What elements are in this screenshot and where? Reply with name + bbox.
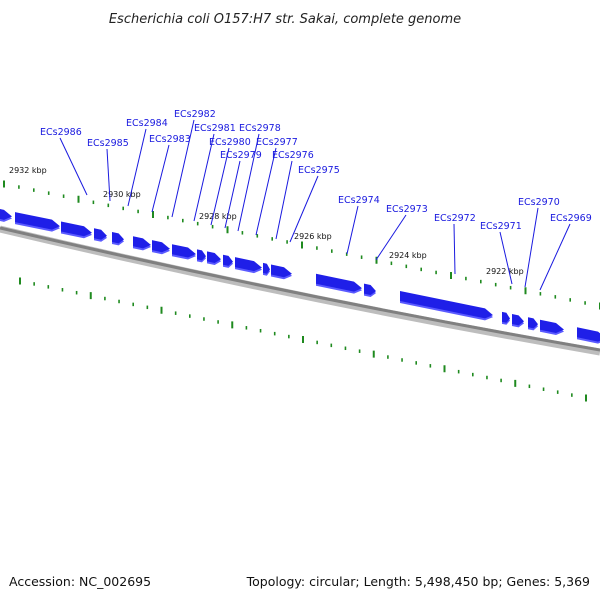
gene-arrow [133,236,151,251]
gene-arrow [235,257,262,274]
gene-label: ECs2981 [194,123,236,134]
gene-arrow [207,251,221,266]
gene-label-leader [275,160,293,240]
gene-label: ECs2977 [256,137,298,148]
gene-label: ECs2980 [209,137,251,148]
kbp-label: 2932 kbp [9,166,47,175]
gene-label: ECs2979 [220,150,262,161]
map-title: Escherichia coli O157:H7 str. Sakai, com… [109,12,461,27]
gene-label: ECs2978 [239,123,281,134]
gene-label: ECs2983 [149,134,191,145]
gene-label-leader [539,223,571,291]
gene-label-leader [499,231,513,285]
gene-arrow [263,262,270,276]
gene-label-leader [237,133,260,232]
gene-label: ECs2984 [126,118,168,129]
genome-backbone [0,226,600,352]
gene-label: ECs2974 [338,195,380,206]
gene-label: ECs2970 [518,197,560,208]
gene-label: ECs2985 [87,138,129,149]
gene-label: ECs2975 [298,165,340,176]
gene-label: ECs2982 [174,109,216,120]
gene-label: ECs2986 [40,127,82,138]
gene-label: ECs2976 [272,150,314,161]
gene-label-leaders [59,119,571,291]
accession-text: Accession: NC_002695 [9,574,151,589]
gene-arrow [223,254,233,268]
gene-label-leader [210,147,230,226]
gene-label-leader [224,160,241,229]
gene-features [0,209,600,344]
gene-arrow [152,240,170,255]
kbp-label: 2926 kbp [294,232,332,241]
gene-label-leader [171,119,195,218]
gene-arrow [94,228,107,242]
gene-arrow [577,327,600,344]
gene-label: ECs2973 [386,204,428,215]
gene-arrow [112,231,124,246]
gene-arrow [316,273,362,294]
gene-arrow [197,249,206,263]
gene-label-leader [375,214,407,261]
gene-label-leader [524,207,539,288]
kbp-label: 2924 kbp [389,251,427,260]
gene-arrow [512,313,524,328]
gene-label-leader [59,137,88,196]
gene-arrow [502,311,510,325]
gene-arrow [15,212,60,232]
gene-labels: ECs2986 ECs2985 ECs2984 ECs2983 ECs2982 ECs29… [40,109,592,232]
gene-label-leader [193,133,215,222]
gene-label-leader [346,205,359,255]
gene-label-leader [151,144,170,213]
kbp-label: 2928 kbp [199,212,237,221]
gene-label-leader [106,148,111,202]
gene-label-leader [127,128,147,207]
gene-arrow [0,209,12,222]
gene-label-leader [453,223,456,275]
gene-arrow [540,319,564,335]
gene-arrow [364,283,376,297]
gene-arrow [271,264,292,280]
gene-label-leader [255,147,277,236]
gene-arrow [61,221,92,239]
tick-marks [3,180,600,402]
gene-arrow [172,244,196,260]
kbp-scale-labels: 2932 kbp 2930 kbp 2928 kbp 2926 kbp 2924 kbp… [9,166,524,276]
gene-label-leader [289,175,319,243]
gene-arrow [400,291,493,321]
gene-label: ECs2972 [434,213,476,224]
gene-arrow [528,317,538,331]
gene-label: ECs2971 [480,221,522,232]
kbp-label: 2930 kbp [103,190,141,199]
kbp-label: 2922 kbp [486,267,524,276]
gene-label: ECs2969 [550,213,592,224]
genome-summary-text: Topology: circular; Length: 5,498,450 bp… [246,574,590,589]
